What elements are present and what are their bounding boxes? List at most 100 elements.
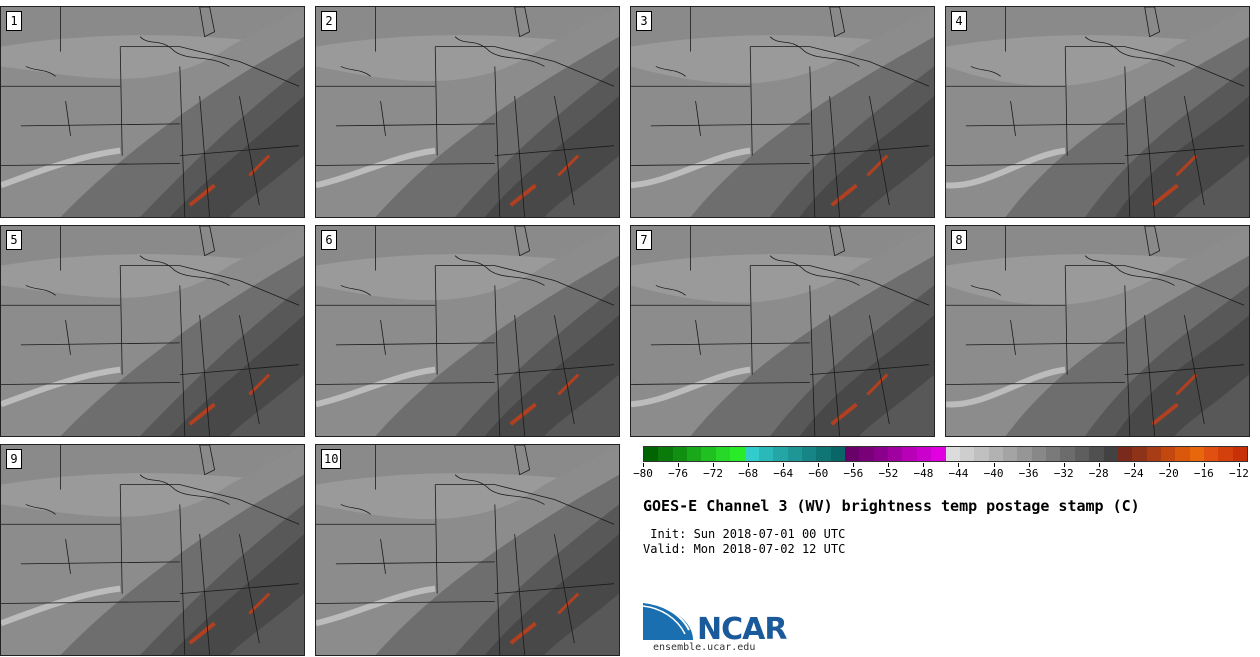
colorbar-segment [730, 447, 745, 461]
colorbar-segment [816, 447, 831, 461]
map-panel-3: 3 [630, 6, 935, 218]
colorbar-tick [923, 463, 925, 467]
colorbar-segment [1031, 447, 1047, 461]
colorbar-tick-label: −40 [983, 467, 1004, 480]
colorbar-tick [1098, 463, 1100, 467]
map-panel-1: 1 [0, 6, 305, 218]
colorbar-segment [1146, 447, 1161, 461]
colorbar-tick [993, 463, 995, 467]
colorbar-ticks: −80 −76 −72 −68 −64 −60 −56 −52 −48 −44 −40 −36 −32 −… [633, 463, 1249, 483]
map-panel-6: 6 [315, 225, 620, 437]
colorbar-tick [958, 463, 960, 467]
colorbar-segment [845, 447, 860, 461]
colorbar-tick [1063, 463, 1065, 467]
colorbar-segment [1204, 447, 1219, 461]
map-panel-10: 10 [315, 444, 620, 656]
colorbar-segment [902, 447, 917, 461]
map-panel-4: 4 [945, 6, 1250, 218]
colorbar-segment [888, 447, 903, 461]
colorbar-segment [945, 447, 960, 461]
colorbar-tick [678, 463, 680, 467]
panel-label: 2 [321, 11, 337, 31]
colorbar-tick [888, 463, 890, 467]
colorbar-segment [658, 447, 673, 461]
map-panel-5: 5 [0, 225, 305, 437]
site-url: ensemble.ucar.edu [653, 642, 756, 653]
colorbar-segment [1189, 447, 1205, 461]
colorbar-segment [758, 447, 774, 461]
colorbar-segment [1218, 447, 1233, 461]
colorbar-tick [783, 463, 785, 467]
colorbar-tick-label: −12 [1228, 467, 1249, 480]
panel-label: 9 [6, 449, 22, 469]
colorbar-tick [748, 463, 750, 467]
colorbar-segment [801, 447, 817, 461]
panel-label: 8 [951, 230, 967, 250]
colorbar-tick-label: −64 [773, 467, 794, 480]
colorbar-tick-label: −24 [1123, 467, 1144, 480]
panel-label: 3 [636, 11, 652, 31]
panel-label: 10 [321, 449, 342, 469]
colorbar-tick-label: −60 [808, 467, 829, 480]
colorbar-segment [1232, 447, 1248, 461]
colorbar-tick-label: −16 [1193, 467, 1214, 480]
colorbar-segment [787, 447, 802, 461]
colorbar-segment [1017, 447, 1032, 461]
colorbar-tick [1028, 463, 1030, 467]
colorbar-segment [916, 447, 932, 461]
colorbar-segment [1074, 447, 1090, 461]
colorbar-segment [1175, 447, 1190, 461]
colorbar-tick [853, 463, 855, 467]
panel-label: 4 [951, 11, 967, 31]
colorbar-segment [959, 447, 975, 461]
colorbar-segment [830, 447, 846, 461]
colorbar-tick-label: −28 [1088, 467, 1109, 480]
colorbar-segment [644, 447, 659, 461]
colorbar-tick-label: −80 [633, 467, 653, 480]
colorbar-tick-label: −32 [1053, 467, 1074, 480]
colorbar-segment [873, 447, 889, 461]
colorbar-segment [687, 447, 702, 461]
colorbar-tick-label: −76 [668, 467, 688, 480]
ncar-logo-icon [643, 601, 693, 640]
colorbar-tick-label: −48 [913, 467, 934, 480]
colorbar-tick [1238, 463, 1240, 467]
valid-time: Valid: Mon 2018-07-02 12 UTC [643, 542, 846, 556]
map-panel-2: 2 [315, 6, 620, 218]
panel-label: 6 [321, 230, 337, 250]
colorbar-segment [931, 447, 946, 461]
colorbar-segment [1089, 447, 1104, 461]
colorbar-segment [1160, 447, 1176, 461]
colorbar-segment [1002, 447, 1018, 461]
colorbar-segment [974, 447, 989, 461]
colorbar-tick-label: −72 [703, 467, 724, 480]
colorbar-tick [1168, 463, 1170, 467]
colorbar-segment [1060, 447, 1075, 461]
map-panel-8: 8 [945, 225, 1250, 437]
map-panel-9: 9 [0, 444, 305, 656]
ncar-logo-text: NCAR [697, 612, 787, 647]
colorbar-tick [1203, 463, 1205, 467]
colorbar-segment [1132, 447, 1147, 461]
panel-label: 7 [636, 230, 652, 250]
colorbar-segment [1046, 447, 1061, 461]
colorbar-tick-label: −20 [1158, 467, 1179, 480]
map-panel-7: 7 [630, 225, 935, 437]
colorbar [643, 446, 1248, 462]
colorbar-segment [1103, 447, 1118, 461]
colorbar-tick-label: −68 [738, 467, 759, 480]
init-time: Init: Sun 2018-07-01 00 UTC [643, 527, 846, 541]
colorbar-segment [672, 447, 688, 461]
panel-label: 5 [6, 230, 22, 250]
colorbar-tick-label: −52 [878, 467, 899, 480]
colorbar-tick [1133, 463, 1135, 467]
figure-title: GOES-E Channel 3 (WV) brightness temp po… [643, 497, 1140, 515]
colorbar-segment [1117, 447, 1133, 461]
colorbar-tick [818, 463, 820, 467]
colorbar-tick-label: −44 [948, 467, 969, 480]
colorbar-segment [744, 447, 759, 461]
colorbar-tick-label: −56 [843, 467, 864, 480]
colorbar-tick [713, 463, 715, 467]
colorbar-tick [643, 463, 644, 467]
panel-label: 1 [6, 11, 22, 31]
